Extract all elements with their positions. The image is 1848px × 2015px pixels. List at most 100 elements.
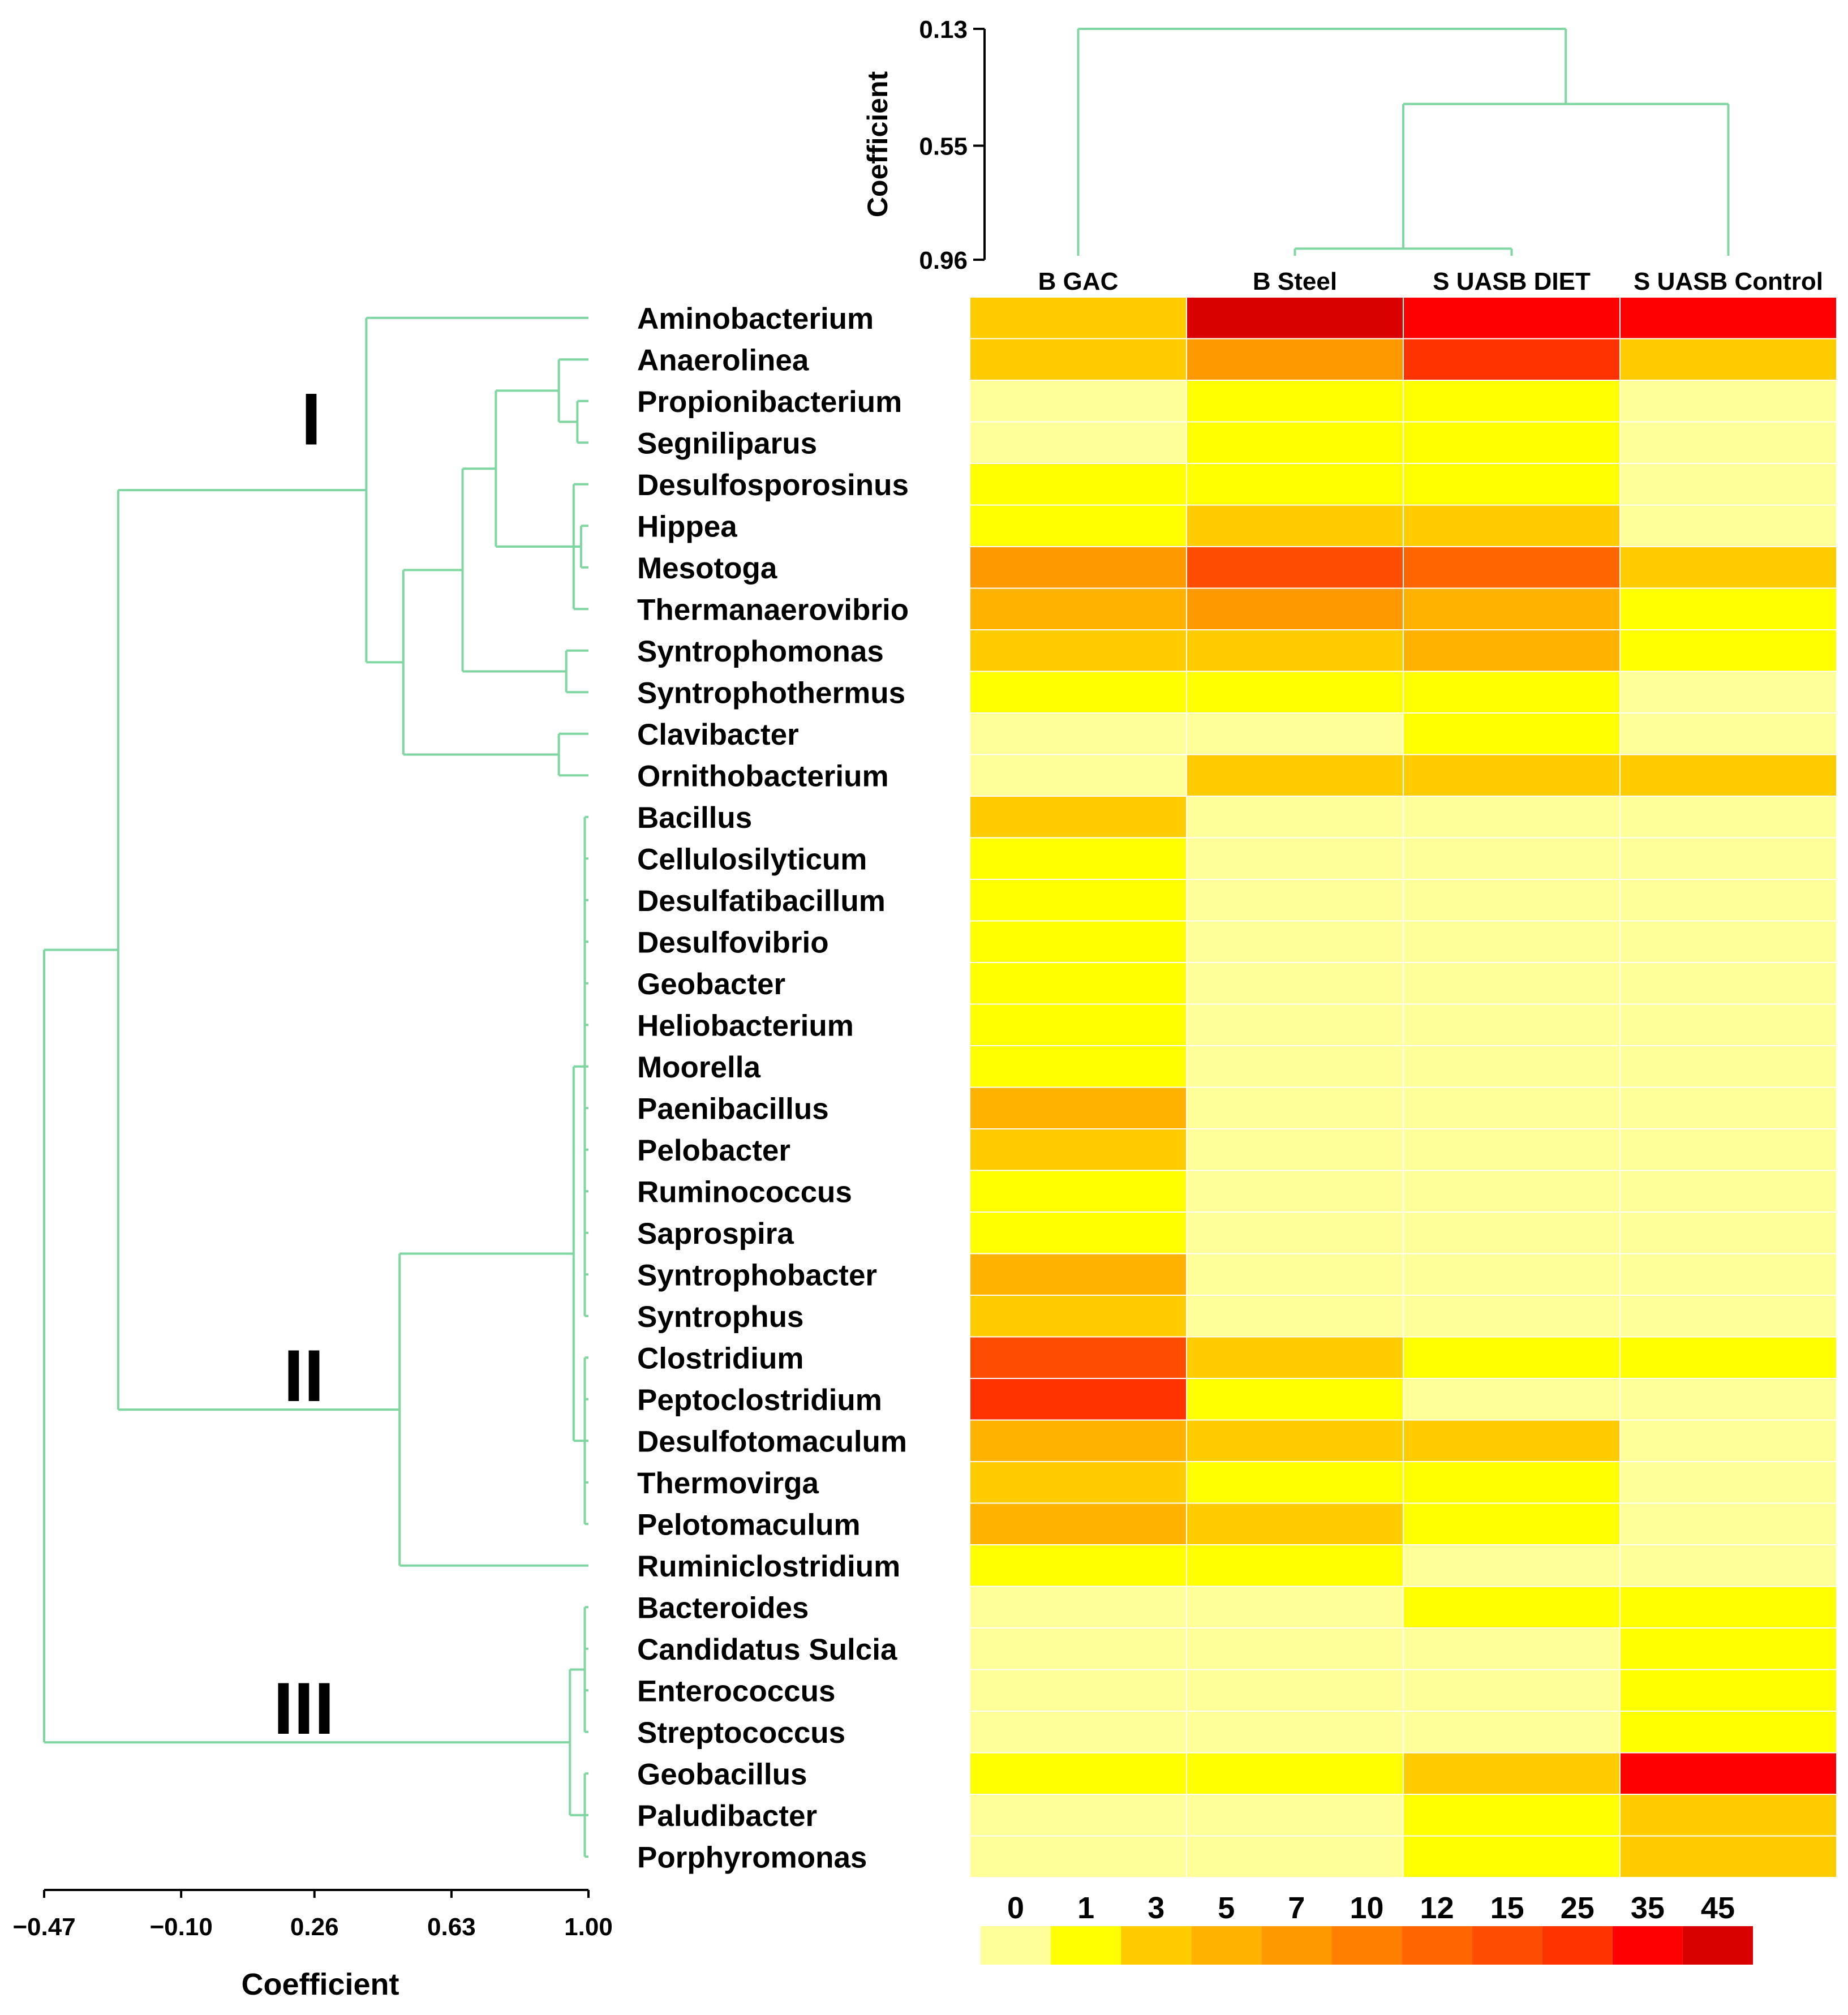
heatmap-cell (1186, 504, 1404, 547)
heatmap-cell (1619, 712, 1837, 755)
row-label: Saprospira (637, 1217, 794, 1251)
heatmap-cell (1403, 1419, 1621, 1462)
heatmap-cell (1619, 1128, 1837, 1171)
heatmap-cell (969, 1669, 1187, 1712)
heatmap-cell (1619, 1461, 1837, 1504)
legend-swatch (981, 1926, 1051, 1965)
legend-label: 45 (1701, 1891, 1735, 1925)
heatmap-cell (1186, 671, 1404, 714)
heatmap-cell (1619, 1253, 1837, 1296)
heatmap-cell (1403, 837, 1621, 880)
legend-swatch (1612, 1926, 1683, 1965)
legend-label: 1 (1077, 1891, 1094, 1925)
tick-label: 1.00 (564, 1913, 613, 1941)
heatmap-cell (969, 712, 1187, 755)
heatmap-cell (1619, 1544, 1837, 1587)
legend-label: 15 (1490, 1891, 1524, 1925)
heatmap-cell (1619, 671, 1837, 714)
tick-label: 0.63 (427, 1913, 476, 1941)
row-label: Desulfatibacillum (637, 884, 886, 918)
row-label: Paludibacter (637, 1799, 817, 1833)
heatmap-cell (1186, 380, 1404, 423)
row-label: Heliobacterium (637, 1009, 854, 1042)
heatmap-cell (969, 754, 1187, 797)
heatmap-cell (1403, 1711, 1621, 1754)
heatmap-cell (969, 1586, 1187, 1629)
row-label: Peptoclostridium (637, 1384, 882, 1417)
legend-swatch (1051, 1926, 1121, 1965)
row-label: Clavibacter (637, 718, 799, 751)
heatmap-cell (1403, 754, 1621, 797)
heatmap-cell (1403, 879, 1621, 922)
heatmap-cell (1186, 338, 1404, 381)
row-label: Ruminococcus (637, 1175, 852, 1209)
row-label: Bacteroides (637, 1591, 809, 1625)
heatmap-cell (1403, 1295, 1621, 1338)
legend-swatch (1542, 1926, 1613, 1965)
heatmap-cell (1403, 796, 1621, 839)
heatmap-cell (1403, 463, 1621, 506)
heatmap-cell (1403, 920, 1621, 963)
heatmap-cell (1619, 1711, 1837, 1754)
heatmap-cell (1186, 1835, 1404, 1878)
heatmap-cell (1186, 879, 1404, 922)
color-legend: 0 1 3 5 7 10 12 15 25 35 45 (981, 1891, 1753, 1965)
heatmap-cell (1619, 1295, 1837, 1338)
heatmap-cell (1403, 1378, 1621, 1421)
heatmap-cell (1403, 1045, 1621, 1088)
heatmap-cell (969, 1295, 1187, 1338)
legend-label: 7 (1288, 1891, 1305, 1925)
heatmap-cell (969, 338, 1187, 381)
row-label: Thermovirga (637, 1467, 819, 1500)
heatmap-cell (1403, 671, 1621, 714)
column-label: B GAC (1038, 268, 1119, 295)
heatmap-cell (1619, 546, 1837, 589)
heatmap-cell (1186, 1544, 1404, 1587)
legend-swatch (1682, 1926, 1753, 1965)
heatmap-cell (1186, 1586, 1404, 1629)
heatmap-cell (969, 1045, 1187, 1088)
heatmap-cell (1403, 1336, 1621, 1379)
heatmap-cell (1619, 1003, 1837, 1046)
heatmap-cell (1403, 1544, 1621, 1587)
heatmap-cell (1619, 796, 1837, 839)
heatmap-cell (969, 1378, 1187, 1421)
heatmap-cell (1186, 1502, 1404, 1545)
heatmap-cell (969, 421, 1187, 464)
legend-swatch (1261, 1926, 1332, 1965)
heatmap-cell (1403, 338, 1621, 381)
heatmap-cell (1186, 1128, 1404, 1171)
heatmap-cell (1403, 1003, 1621, 1046)
heatmap-cell (969, 1211, 1187, 1254)
heatmap-cell (969, 1627, 1187, 1670)
row-label: Candidatus Sulcia (637, 1633, 897, 1666)
row-label: Moorella (637, 1051, 760, 1084)
heatmap-cell (1186, 587, 1404, 630)
heatmap-cell (1186, 1794, 1404, 1837)
heatmap-cell (1403, 587, 1621, 630)
heatmap-cell (969, 1752, 1187, 1795)
heatmap-cell (969, 962, 1187, 1005)
heatmap-cell (969, 1835, 1187, 1878)
heatmap-cell (1403, 962, 1621, 1005)
tick-label: 0.55 (919, 132, 968, 160)
heatmap-cell (1403, 297, 1621, 340)
axis-title: Coefficient (862, 71, 893, 217)
row-label: Desulfovibrio (637, 926, 829, 959)
heatmap-cell (969, 1086, 1187, 1129)
heatmap-cell (969, 629, 1187, 672)
heatmap-cell (1619, 1794, 1837, 1837)
heatmap-cell (1619, 920, 1837, 963)
heatmap-cell (1619, 1211, 1837, 1254)
heatmap-cell (969, 1711, 1187, 1754)
row-label: Geobacter (637, 968, 785, 1001)
heatmap-cell (1403, 1461, 1621, 1504)
heatmap-cell (969, 1419, 1187, 1462)
heatmap-cell (1186, 796, 1404, 839)
row-label: Thermanaerovibrio (637, 593, 909, 626)
heatmap-cell (969, 546, 1187, 589)
heatmap-cell (1619, 629, 1837, 672)
heatmap-cell (1186, 421, 1404, 464)
row-label: Ruminiclostridium (637, 1550, 900, 1583)
